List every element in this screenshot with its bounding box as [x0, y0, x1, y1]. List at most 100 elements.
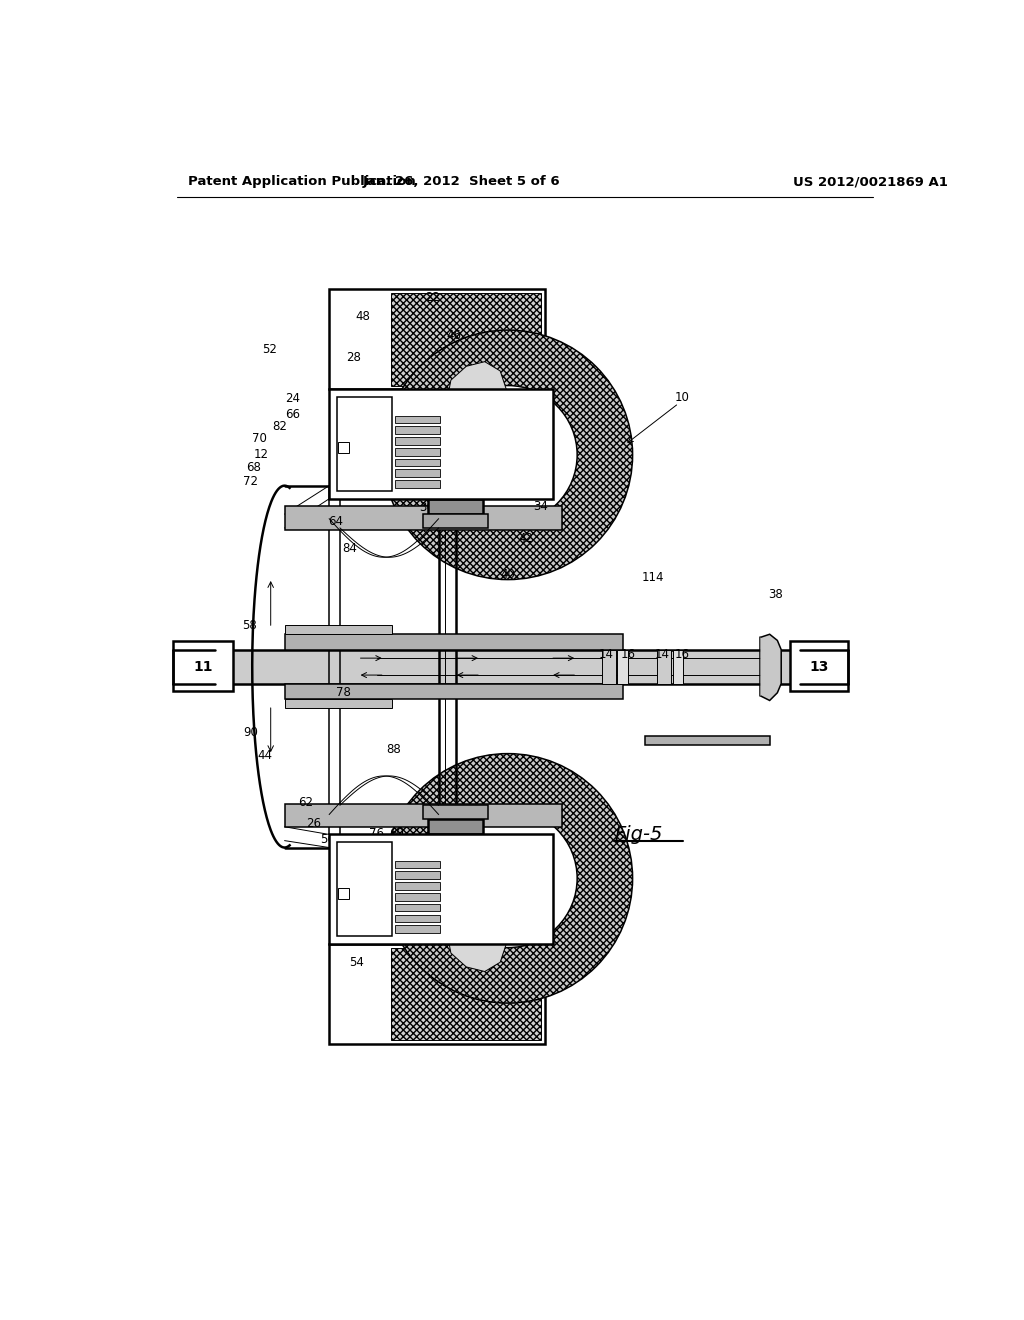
Text: 86: 86: [388, 422, 402, 436]
Bar: [395, 882, 440, 890]
Text: 60: 60: [389, 828, 403, 841]
Bar: [285, 684, 624, 700]
Text: 88: 88: [386, 743, 401, 756]
Text: 34: 34: [532, 500, 548, 513]
Text: 50: 50: [388, 935, 402, 948]
Bar: [790, 642, 848, 692]
Text: 40: 40: [501, 568, 515, 581]
Bar: [395, 861, 440, 869]
Bar: [285, 804, 562, 826]
Text: 36: 36: [419, 502, 434, 515]
Bar: [602, 649, 615, 684]
Bar: [330, 834, 553, 944]
Circle shape: [438, 809, 578, 948]
Text: 70: 70: [253, 432, 267, 445]
Text: 80: 80: [339, 469, 353, 482]
Bar: [395, 925, 440, 933]
Text: 10: 10: [675, 391, 689, 404]
Bar: [673, 649, 683, 684]
Bar: [339, 888, 349, 899]
Text: 114: 114: [641, 570, 664, 583]
Text: 32: 32: [476, 376, 490, 389]
Polygon shape: [465, 407, 518, 463]
Text: 44: 44: [257, 750, 272, 763]
Circle shape: [438, 385, 578, 524]
Text: 78: 78: [336, 686, 350, 700]
Text: 24: 24: [285, 392, 300, 405]
Bar: [285, 700, 392, 708]
Text: 16: 16: [621, 648, 636, 661]
Bar: [285, 635, 624, 649]
Bar: [215, 649, 801, 667]
Bar: [330, 389, 553, 499]
Text: 38: 38: [768, 587, 783, 601]
Bar: [391, 948, 541, 1040]
Text: 82: 82: [272, 420, 288, 433]
Bar: [645, 737, 770, 744]
Bar: [173, 642, 233, 692]
Bar: [215, 667, 801, 684]
Text: 72: 72: [243, 475, 258, 488]
Text: Fig-5: Fig-5: [614, 825, 663, 843]
Text: 64: 64: [328, 515, 343, 528]
Bar: [395, 426, 440, 434]
Text: 14: 14: [654, 648, 670, 661]
Text: 22: 22: [425, 290, 440, 304]
Bar: [395, 470, 440, 478]
Text: 14: 14: [599, 648, 614, 661]
Text: 58: 58: [243, 619, 257, 631]
Bar: [423, 805, 487, 818]
Bar: [395, 416, 440, 424]
Bar: [395, 459, 440, 466]
Bar: [395, 915, 440, 923]
Text: 30: 30: [425, 462, 439, 474]
Bar: [330, 944, 545, 1044]
Text: 92: 92: [330, 698, 344, 711]
Bar: [617, 649, 628, 684]
Text: Jan. 26, 2012  Sheet 5 of 6: Jan. 26, 2012 Sheet 5 of 6: [362, 176, 560, 187]
Text: 52: 52: [262, 343, 276, 356]
Bar: [423, 513, 487, 528]
Text: 46: 46: [446, 329, 462, 342]
Circle shape: [383, 330, 633, 579]
Bar: [339, 442, 349, 453]
Text: 11: 11: [194, 660, 213, 673]
Bar: [428, 499, 483, 515]
Text: 26: 26: [306, 817, 322, 830]
Bar: [395, 437, 440, 445]
Bar: [657, 649, 671, 684]
Bar: [391, 293, 541, 385]
Text: 84: 84: [342, 541, 356, 554]
Text: 66: 66: [285, 408, 300, 421]
Bar: [285, 507, 562, 529]
Circle shape: [383, 754, 633, 1003]
Text: US 2012/0021869 A1: US 2012/0021869 A1: [793, 176, 947, 187]
Text: 16: 16: [675, 648, 689, 661]
Text: 13: 13: [809, 660, 828, 673]
Text: 56: 56: [321, 833, 335, 846]
Text: 48: 48: [355, 310, 371, 323]
Bar: [395, 871, 440, 879]
Bar: [337, 397, 392, 491]
Text: 42: 42: [519, 532, 534, 545]
Bar: [285, 626, 392, 635]
Text: 28: 28: [346, 351, 361, 363]
Text: 54: 54: [349, 956, 365, 969]
Text: 68: 68: [247, 462, 261, 474]
Polygon shape: [761, 635, 781, 701]
Polygon shape: [446, 890, 506, 972]
Polygon shape: [465, 870, 518, 927]
Bar: [428, 818, 483, 834]
Text: 62: 62: [299, 796, 313, 809]
Polygon shape: [446, 362, 506, 444]
Bar: [330, 289, 545, 389]
Text: Patent Application Publication: Patent Application Publication: [188, 176, 416, 187]
Text: 90: 90: [244, 726, 258, 739]
Bar: [395, 894, 440, 900]
Text: 76: 76: [370, 828, 384, 841]
Bar: [395, 904, 440, 911]
Bar: [395, 480, 440, 488]
Bar: [395, 447, 440, 455]
Text: 12: 12: [254, 447, 269, 461]
Bar: [337, 842, 392, 936]
